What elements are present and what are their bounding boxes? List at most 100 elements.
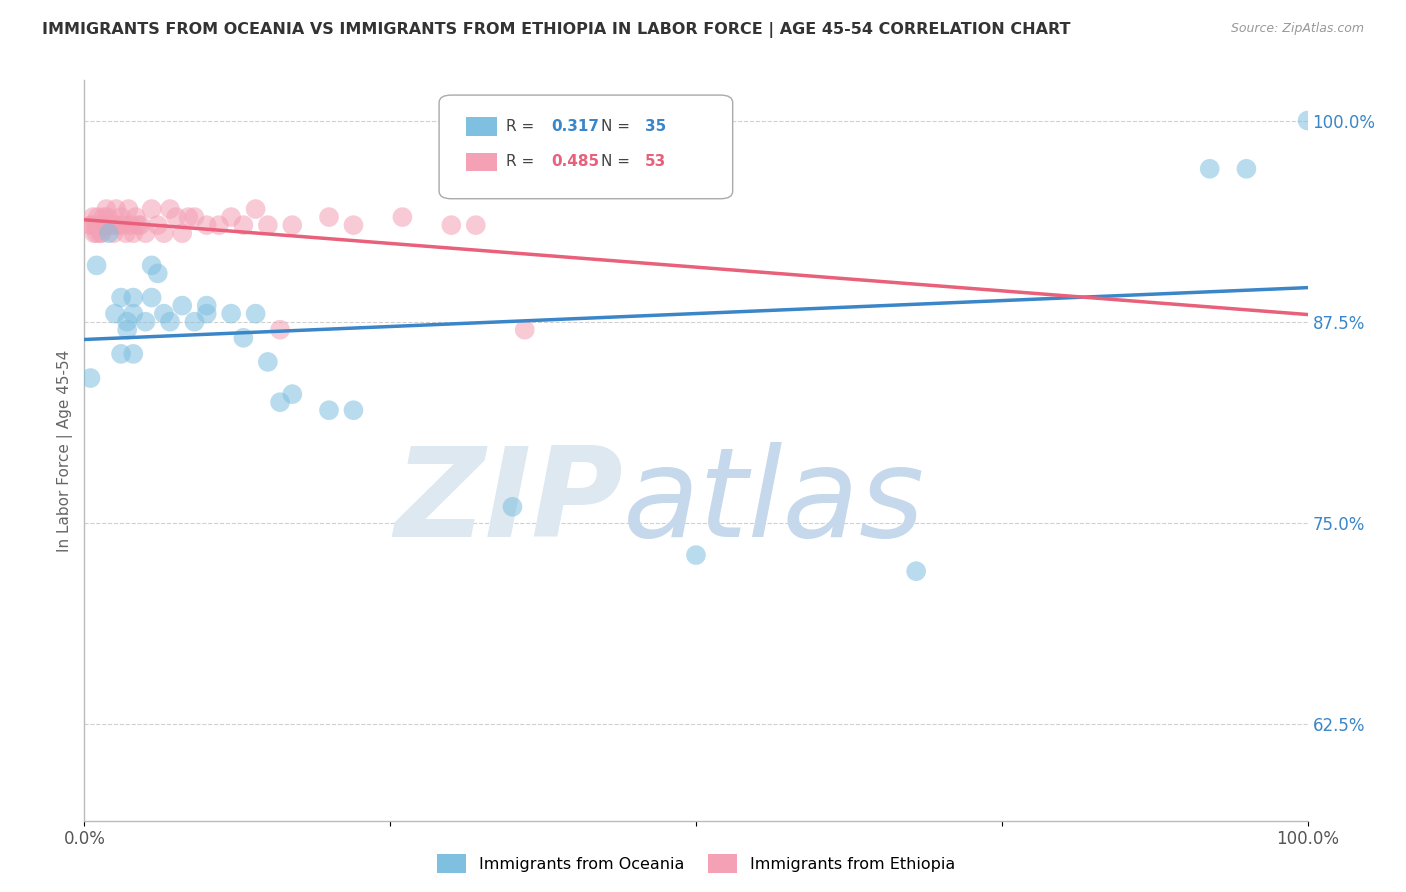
Point [342, 218, 364, 232]
Point [391, 210, 413, 224]
Point [245, 202, 267, 216]
Point [129, 218, 152, 232]
Point [115, 226, 138, 240]
Point [159, 315, 181, 329]
Point [269, 395, 291, 409]
Point [195, 307, 218, 321]
Point [172, 226, 194, 240]
Point [141, 291, 163, 305]
Point [208, 218, 231, 232]
Legend: Immigrants from Oceania, Immigrants from Ethiopia: Immigrants from Oceania, Immigrants from… [430, 848, 962, 880]
Point [87, 218, 110, 232]
Point [281, 387, 304, 401]
Point [89, 226, 111, 240]
Point [96, 202, 118, 216]
Point [80, 218, 103, 232]
Point [91, 218, 114, 232]
Point [103, 226, 125, 240]
Point [464, 218, 486, 232]
Point [127, 218, 149, 232]
Point [115, 315, 138, 329]
Text: R =: R = [506, 119, 540, 134]
Point [232, 218, 254, 232]
Point [141, 258, 163, 272]
Point [122, 307, 145, 321]
Text: N =: N = [600, 154, 634, 169]
Point [183, 315, 205, 329]
Text: Source: ZipAtlas.com: Source: ZipAtlas.com [1230, 22, 1364, 36]
Point [195, 299, 218, 313]
Point [141, 202, 163, 216]
Point [440, 218, 463, 232]
Point [122, 226, 145, 240]
Point [117, 202, 139, 216]
Point [219, 307, 242, 321]
Point [153, 307, 176, 321]
Point [115, 323, 138, 337]
Point [1198, 161, 1220, 176]
Point [219, 210, 242, 224]
Point [84, 218, 107, 232]
Point [94, 218, 117, 232]
Point [257, 218, 280, 232]
Point [122, 291, 145, 305]
Point [269, 323, 291, 337]
Point [104, 218, 127, 232]
Point [159, 202, 181, 216]
Point [1296, 113, 1319, 128]
Point [905, 564, 928, 578]
Point [97, 210, 120, 224]
Text: IMMIGRANTS FROM OCEANIA VS IMMIGRANTS FROM ETHIOPIA IN LABOR FORCE | AGE 45-54 C: IMMIGRANTS FROM OCEANIA VS IMMIGRANTS FR… [42, 22, 1071, 38]
Point [342, 403, 364, 417]
Bar [465, 118, 496, 136]
FancyBboxPatch shape [439, 95, 733, 199]
Point [513, 323, 536, 337]
Point [122, 347, 145, 361]
Point [135, 315, 157, 329]
Point [232, 331, 254, 345]
Point [318, 210, 340, 224]
Text: N =: N = [600, 119, 634, 134]
Point [79, 218, 101, 232]
Point [177, 210, 200, 224]
Text: atlas: atlas [623, 442, 925, 563]
Text: 35: 35 [644, 119, 666, 134]
Point [153, 226, 176, 240]
Point [502, 500, 524, 514]
Point [87, 210, 110, 224]
Point [104, 307, 127, 321]
Point [146, 218, 169, 232]
Point [183, 210, 205, 224]
Point [97, 226, 120, 240]
Point [79, 371, 101, 385]
Point [195, 218, 218, 232]
Y-axis label: In Labor Force | Age 45-54: In Labor Force | Age 45-54 [58, 350, 73, 551]
Point [165, 210, 187, 224]
Text: ZIP: ZIP [394, 442, 623, 563]
Point [245, 307, 267, 321]
Point [107, 218, 129, 232]
Bar [465, 153, 496, 171]
Point [93, 210, 115, 224]
Text: R =: R = [506, 154, 540, 169]
Point [257, 355, 280, 369]
Point [135, 226, 157, 240]
Point [83, 226, 105, 240]
Point [105, 202, 128, 216]
Text: 0.317: 0.317 [551, 119, 599, 134]
Point [110, 347, 132, 361]
Point [86, 226, 108, 240]
Point [97, 218, 120, 232]
Point [100, 218, 122, 232]
Point [146, 267, 169, 281]
Point [120, 218, 142, 232]
Point [110, 210, 132, 224]
Point [86, 258, 108, 272]
Point [125, 210, 148, 224]
Text: 0.485: 0.485 [551, 154, 600, 169]
Point [318, 403, 340, 417]
Point [1236, 161, 1258, 176]
Text: 53: 53 [644, 154, 666, 169]
Point [90, 226, 112, 240]
Point [110, 291, 132, 305]
